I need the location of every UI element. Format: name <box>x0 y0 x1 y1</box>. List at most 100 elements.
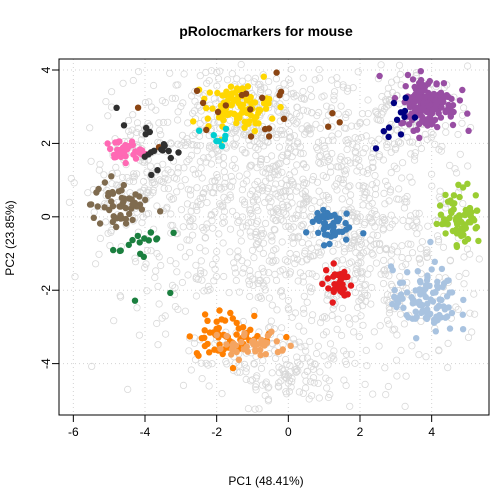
background-point <box>249 377 255 383</box>
background-point <box>161 185 167 191</box>
background-point <box>321 93 327 99</box>
background-point <box>417 246 423 252</box>
background-point <box>72 274 78 280</box>
background-point <box>307 86 313 92</box>
background-point <box>397 71 403 77</box>
background-point <box>396 62 402 68</box>
background-point <box>237 230 243 236</box>
background-point <box>386 273 392 279</box>
marker-point <box>228 84 234 90</box>
background-point <box>307 338 313 344</box>
marker-point <box>451 192 457 198</box>
background-point <box>186 348 192 354</box>
background-point <box>403 373 409 379</box>
background-point <box>152 274 158 280</box>
marker-point <box>228 110 234 116</box>
background-point <box>380 280 386 286</box>
y-tick-label: 4 <box>39 66 53 73</box>
background-point <box>367 266 373 272</box>
background-point <box>437 188 443 194</box>
marker-point <box>102 179 108 185</box>
background-point <box>144 247 150 253</box>
background-point <box>247 229 253 235</box>
background-point <box>347 192 353 198</box>
background-point <box>453 170 459 176</box>
marker-point <box>168 155 174 161</box>
marker-point <box>467 205 473 211</box>
background-point <box>399 175 405 181</box>
background-point <box>379 93 385 99</box>
background-point <box>372 172 378 178</box>
background-point <box>155 283 161 289</box>
background-point <box>233 277 239 283</box>
background-point <box>464 246 470 252</box>
x-axis-label: PC1 (48.41%) <box>228 474 303 488</box>
background-point <box>309 205 315 211</box>
background-point <box>233 213 239 219</box>
background-point <box>219 390 225 396</box>
background-point <box>158 132 164 138</box>
marker-point <box>418 68 424 74</box>
marker-point <box>389 301 395 307</box>
y-tick-label: -4 <box>39 358 53 369</box>
background-point <box>442 123 448 129</box>
background-point <box>381 257 387 263</box>
marker-point <box>223 102 229 108</box>
background-point <box>442 205 448 211</box>
background-point <box>438 148 444 154</box>
background-point <box>284 258 290 264</box>
background-point <box>403 261 409 267</box>
marker-point <box>223 341 229 347</box>
marker-point <box>408 294 414 300</box>
marker-point <box>403 83 409 89</box>
background-point <box>247 293 253 299</box>
background-point <box>174 269 180 275</box>
background-point <box>173 261 179 267</box>
marker-point <box>249 99 255 105</box>
marker-point <box>252 128 258 134</box>
marker-point <box>403 95 409 101</box>
marker-point <box>258 337 264 343</box>
background-point <box>397 311 403 317</box>
background-point <box>324 385 330 391</box>
marker-point <box>459 230 465 236</box>
background-point <box>294 104 300 110</box>
marker-point <box>424 120 430 126</box>
background-point <box>373 211 379 217</box>
marker-point <box>325 275 331 281</box>
marker-point <box>153 236 159 242</box>
background-point <box>329 77 335 83</box>
marker-point <box>429 121 435 127</box>
marker-point <box>216 307 222 313</box>
marker-point <box>454 244 460 250</box>
background-point <box>376 136 382 142</box>
background-point <box>465 163 471 169</box>
background-point <box>325 138 331 144</box>
background-point <box>158 262 164 268</box>
marker-point <box>154 167 160 173</box>
background-point <box>136 332 142 338</box>
marker-point <box>391 100 397 106</box>
marker-point <box>323 267 329 273</box>
marker-point <box>446 215 452 221</box>
marker-point <box>445 221 451 227</box>
background-point <box>266 78 272 84</box>
marker-point <box>420 100 426 106</box>
background-point <box>423 354 429 360</box>
background-point <box>194 203 200 209</box>
marker-point <box>438 90 444 96</box>
background-point <box>286 271 292 277</box>
background-point <box>202 248 208 254</box>
background-point <box>339 196 345 202</box>
background-point <box>187 223 193 229</box>
x-axis: -6 -4 -2 0 2 4 <box>68 415 435 439</box>
marker-point <box>135 233 141 239</box>
background-point <box>179 132 185 138</box>
background-point <box>245 75 251 81</box>
background-point <box>240 224 246 230</box>
background-point <box>288 66 294 72</box>
marker-point <box>398 131 404 137</box>
background-point <box>236 173 242 179</box>
marker-point <box>345 291 351 297</box>
marker-point <box>134 203 140 209</box>
